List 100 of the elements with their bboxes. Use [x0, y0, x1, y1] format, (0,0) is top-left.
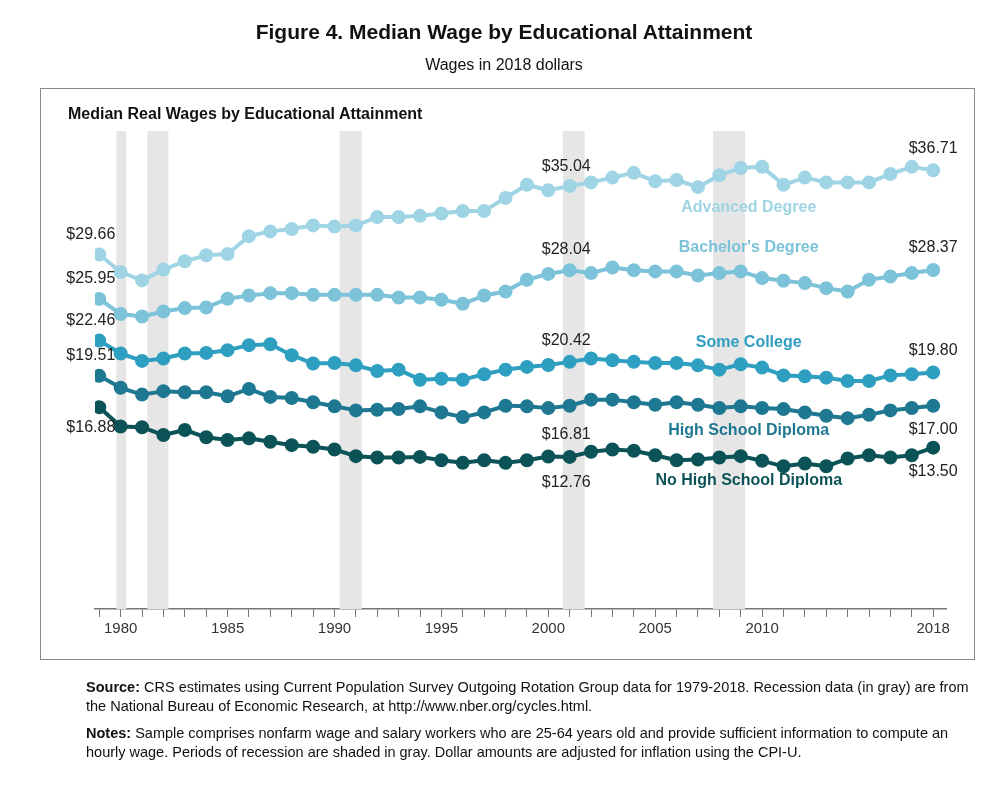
- point: [797, 456, 812, 471]
- point: [797, 369, 812, 384]
- point: [327, 399, 342, 414]
- point: [113, 307, 128, 322]
- point: [840, 451, 855, 466]
- data-label: $22.46: [66, 311, 116, 329]
- point: [776, 459, 791, 474]
- x-tick-label: 1990: [317, 619, 352, 637]
- x-tick-label: 2000: [531, 619, 565, 637]
- point: [477, 204, 492, 219]
- x-tick-label: 2018: [916, 619, 950, 637]
- point: [669, 395, 684, 410]
- point: [755, 159, 770, 174]
- data-label: $28.04: [541, 240, 591, 258]
- point: [177, 385, 192, 400]
- series-label: No High School Diploma: [655, 470, 843, 488]
- point: [626, 165, 641, 180]
- point: [648, 355, 663, 370]
- x-tick-label: 1995: [424, 619, 459, 637]
- point: [348, 449, 363, 464]
- point: [690, 452, 705, 467]
- point: [904, 159, 919, 174]
- point: [220, 291, 235, 306]
- point: [883, 403, 898, 418]
- point: [284, 286, 299, 301]
- point: [862, 448, 877, 463]
- point: [669, 173, 684, 187]
- point: [562, 354, 577, 369]
- point: [797, 405, 812, 420]
- point: [755, 360, 770, 375]
- point: [477, 453, 492, 468]
- point: [156, 262, 171, 277]
- point: [177, 301, 192, 316]
- point: [135, 309, 150, 324]
- point: [584, 444, 599, 459]
- point: [862, 272, 877, 287]
- point: [498, 362, 513, 377]
- point: [690, 397, 705, 412]
- series-label: Some College: [695, 332, 802, 350]
- point: [755, 401, 770, 415]
- point: [306, 439, 321, 454]
- point: [541, 183, 556, 198]
- point: [883, 368, 898, 383]
- point: [712, 266, 727, 281]
- point: [348, 358, 363, 373]
- point: [498, 398, 513, 413]
- point: [113, 265, 128, 280]
- data-label: $19.80: [908, 340, 958, 358]
- point: [755, 271, 770, 286]
- point: [883, 269, 898, 284]
- point: [926, 365, 941, 380]
- point: [776, 177, 791, 192]
- point: [241, 381, 256, 396]
- point: [413, 372, 428, 387]
- point: [584, 175, 599, 190]
- x-tick-label: 2010: [745, 619, 779, 637]
- point: [220, 389, 235, 404]
- point: [904, 448, 919, 463]
- point: [498, 190, 513, 205]
- point: [626, 263, 641, 278]
- point: [733, 161, 748, 176]
- point: [284, 390, 299, 405]
- data-label: $35.04: [541, 156, 591, 174]
- point: [455, 410, 470, 425]
- data-label: $12.76: [541, 472, 591, 490]
- point: [391, 210, 406, 225]
- point: [177, 422, 192, 437]
- point: [199, 345, 214, 360]
- point: [541, 401, 556, 416]
- point: [241, 431, 256, 446]
- point: [605, 260, 620, 275]
- point: [648, 174, 663, 189]
- point: [263, 224, 278, 239]
- point: [455, 296, 470, 311]
- x-tick-label: 1985: [210, 619, 245, 637]
- point: [434, 292, 449, 307]
- point: [519, 177, 534, 192]
- point: [562, 449, 577, 464]
- point: [199, 430, 214, 445]
- point: [477, 288, 492, 303]
- source-note: Source: CRS estimates using Current Population Survey Outgoing Rotation Group data for 1979-2018. Recession data (in gray) are from the National Bureau of Economic Research, at http://www.nber.org/cycles.html.: [86, 678, 970, 716]
- point: [391, 402, 406, 417]
- point: [819, 281, 834, 296]
- point: [584, 351, 599, 366]
- point: [156, 304, 171, 319]
- point: [156, 428, 171, 443]
- point: [519, 453, 534, 468]
- point: [605, 442, 620, 457]
- point: [541, 266, 556, 281]
- point: [648, 397, 663, 412]
- point: [519, 359, 534, 374]
- point: [605, 170, 620, 185]
- point: [712, 168, 727, 183]
- point: [177, 254, 192, 269]
- point: [220, 433, 235, 448]
- point: [562, 178, 577, 193]
- point: [669, 453, 684, 468]
- point: [348, 287, 363, 302]
- point: [840, 373, 855, 388]
- point: [327, 219, 342, 234]
